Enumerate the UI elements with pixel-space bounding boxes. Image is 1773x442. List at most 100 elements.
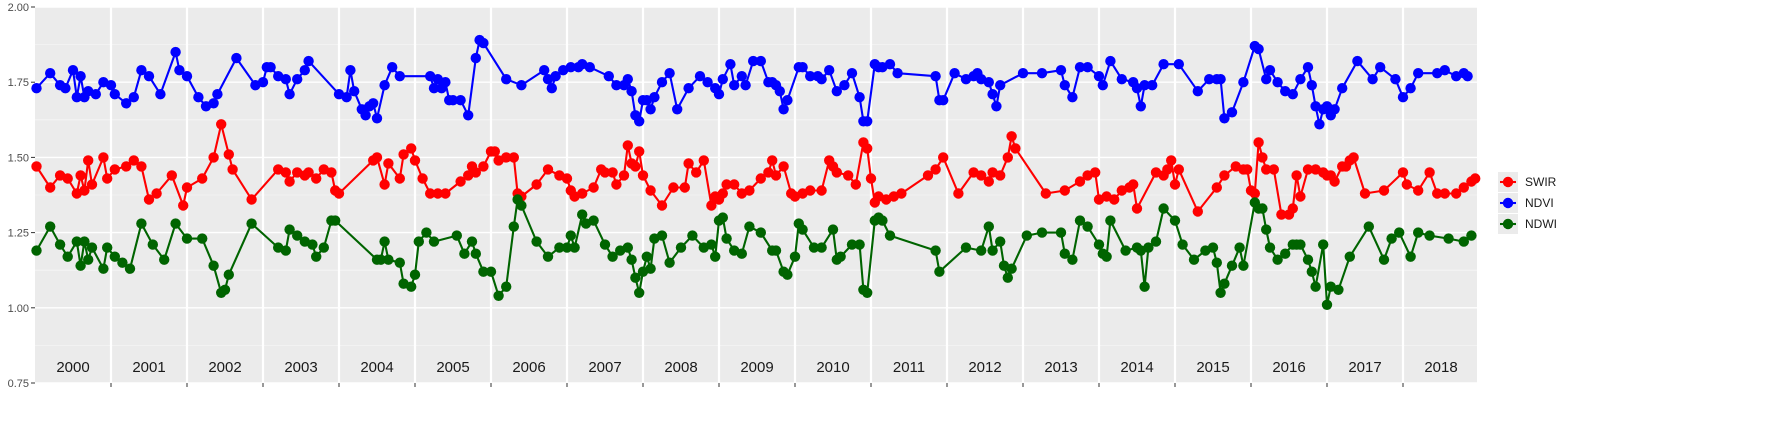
data-point-swir (1211, 182, 1223, 193)
data-point-swir (86, 179, 98, 190)
data-point-ndwi (1310, 281, 1321, 292)
data-point-ndwi (280, 245, 291, 256)
data-point-ndvi (1397, 92, 1409, 103)
data-point-ndwi (1177, 239, 1188, 250)
data-point-ndwi (1302, 254, 1314, 265)
data-point-ndvi (664, 68, 675, 79)
series-swir (31, 119, 1481, 220)
data-point-ndwi (1219, 278, 1230, 289)
data-point-ndwi (1394, 227, 1405, 238)
data-point-ndvi (846, 68, 858, 79)
data-point-ndwi (710, 251, 721, 262)
year-label: 2007 (588, 359, 621, 376)
data-point-ndwi (1143, 242, 1154, 253)
data-point-ndwi (79, 236, 90, 247)
data-point-ndvi (774, 86, 785, 97)
data-point-ndvi (193, 92, 204, 103)
data-point-ndvi (778, 104, 789, 115)
data-point-ndvi (368, 98, 379, 109)
data-point-ndwi (744, 221, 755, 232)
data-point-ndwi (1386, 233, 1397, 244)
data-point-ndwi (1169, 215, 1181, 226)
data-point-ndvi (75, 71, 86, 82)
data-point-ndvi (702, 77, 713, 88)
data-point-swir (409, 155, 421, 166)
data-point-swir (816, 185, 827, 196)
data-point-ndvi (143, 71, 155, 82)
data-point-ndvi (1295, 74, 1306, 85)
data-point-ndvi (645, 104, 656, 115)
data-point-ndwi (630, 272, 641, 283)
data-point-ndvi (170, 46, 181, 58)
data-point-swir (178, 200, 189, 211)
data-point-swir (679, 182, 690, 193)
data-point-ndvi (892, 68, 903, 79)
legend: SWIR NDVI NDWI (1498, 172, 1557, 234)
data-point-ndvi (1147, 80, 1158, 91)
year-label: 2014 (1120, 359, 1153, 376)
data-point-swir (983, 176, 994, 187)
data-point-ndvi (683, 83, 694, 94)
data-point-ndwi (478, 266, 489, 277)
data-point-ndvi (136, 65, 147, 76)
data-point-ndvi (1215, 74, 1226, 85)
data-point-swir (618, 170, 630, 181)
data-point-ndvi (991, 101, 1002, 112)
data-point-ndwi (379, 236, 390, 247)
data-point-ndwi (45, 221, 56, 232)
legend-key-marker (1502, 176, 1514, 188)
data-point-ndvi (1055, 65, 1067, 76)
year-label: 2016 (1272, 359, 1305, 376)
data-point-swir (953, 188, 964, 199)
data-point-swir (767, 155, 778, 166)
data-point-swir (1329, 176, 1340, 187)
data-point-ndvi (1253, 43, 1264, 55)
data-point-swir (98, 152, 109, 163)
data-point-ndwi (1306, 266, 1318, 277)
data-point-ndwi (755, 227, 766, 238)
data-point-ndwi (1006, 263, 1017, 274)
data-point-swir (645, 185, 656, 196)
data-point-swir (508, 152, 519, 163)
data-point-swir (1413, 185, 1424, 196)
data-point-swir (1090, 167, 1101, 178)
data-point-ndwi (622, 242, 633, 253)
data-point-ndwi (976, 245, 987, 256)
data-point-ndwi (1257, 203, 1268, 214)
data-point-ndwi (421, 227, 432, 238)
data-point-ndwi (311, 251, 322, 262)
year-label: 2008 (664, 359, 697, 376)
data-point-ndwi (62, 251, 73, 262)
data-point-ndwi (1264, 242, 1276, 253)
data-point-ndwi (170, 218, 181, 229)
legend-item-ndwi: NDWI (1498, 214, 1557, 234)
data-point-ndwi (1101, 251, 1112, 262)
data-point-swir (634, 146, 645, 157)
data-point-ndwi (501, 281, 512, 292)
data-point-swir (1006, 131, 1017, 142)
data-point-ndvi (128, 92, 139, 103)
data-point-ndvi (1462, 71, 1473, 82)
data-point-ndwi (98, 263, 109, 274)
data-point-swir (333, 188, 345, 199)
data-point-ndwi (330, 215, 341, 226)
data-point-swir (1242, 164, 1253, 175)
data-point-ndwi (1055, 227, 1067, 238)
data-point-ndwi (1318, 239, 1329, 250)
data-point-swir (588, 182, 599, 193)
year-labels: 2000 2001 2002 2003 2004 2005 2006 2007 2008 2009… (56, 359, 1457, 376)
data-point-ndwi (466, 236, 478, 247)
data-point-ndvi (1082, 61, 1093, 73)
data-point-swir (706, 200, 717, 211)
data-point-swir (1010, 143, 1021, 154)
data-point-ndvi (109, 89, 121, 100)
data-point-ndwi (292, 230, 303, 241)
data-point-ndwi (485, 266, 497, 277)
data-point-ndvi (626, 86, 637, 97)
data-point-ndvi (694, 71, 706, 82)
year-label: 2009 (740, 359, 773, 376)
data-point-ndwi (117, 257, 128, 268)
data-point-swir (922, 170, 934, 181)
data-point-ndvi (387, 61, 398, 73)
data-point-ndwi (561, 242, 573, 253)
